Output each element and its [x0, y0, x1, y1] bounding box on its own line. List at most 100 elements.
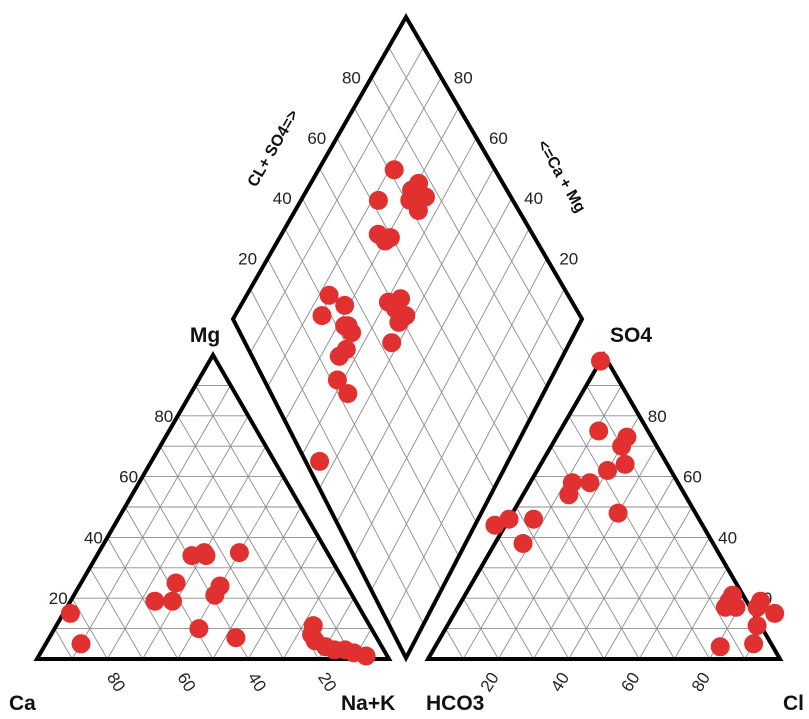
- anion-grid-line: [674, 567, 728, 660]
- cation-grid-line: [71, 385, 231, 660]
- anion-grid-line: [462, 597, 499, 660]
- cation-grid-line: [177, 415, 319, 660]
- cation-grid-line: [89, 567, 143, 660]
- anion-grid-line: [568, 415, 710, 660]
- diamond-frame: [230, 13, 585, 663]
- diamond-left-tick-label: 20: [238, 250, 257, 269]
- diamond-right-tick-label: 80: [454, 68, 473, 87]
- cation-sample-point: [229, 543, 249, 563]
- anion-sample-point: [589, 421, 609, 441]
- anion-so4-tick-label: 40: [718, 528, 737, 547]
- diamond-left-tick-label: 40: [273, 189, 292, 208]
- diamond-sample-point: [335, 295, 355, 315]
- anion-sample-point: [598, 461, 617, 480]
- cation-ca-tick-label: 40: [244, 669, 270, 695]
- anion-grid-line: [445, 628, 464, 660]
- diamond-grid-line: [319, 167, 495, 489]
- cation-sample-point: [145, 591, 165, 611]
- diamond-grid: [249, 46, 565, 625]
- diamond-sample-point: [368, 190, 388, 210]
- cation-grid-line: [54, 628, 73, 660]
- cation-sample-point: [205, 585, 225, 605]
- diamond-sample-point: [319, 285, 339, 305]
- cation-triangle-frame: [33, 351, 393, 661]
- diamond-grid-line: [353, 107, 530, 421]
- diamond-grid-line: [284, 107, 460, 421]
- diamond-sample-point: [375, 231, 395, 251]
- cation-grid-line: [195, 385, 355, 660]
- anion-sample-point: [747, 597, 767, 617]
- cation-grid-line: [159, 445, 284, 660]
- cation-apex-label-mg: Mg: [190, 324, 220, 347]
- diamond-sample-point: [312, 306, 332, 326]
- cation-grid-line: [142, 476, 249, 660]
- diamond-sample-point: [338, 384, 358, 404]
- diamond-left-axis-label: CL+ SO4=>: [245, 107, 303, 190]
- anion-corner-label-cl: Cl: [783, 692, 804, 715]
- anion-corner-label-hco3: HCO3: [426, 692, 484, 715]
- anion-sample-point: [485, 515, 505, 535]
- anion-grid-line: [498, 537, 570, 660]
- sample-points: [60, 160, 785, 666]
- anion-sample-point: [608, 503, 628, 523]
- diamond-grid-line: [249, 46, 424, 354]
- anion-sample-point: [747, 616, 767, 636]
- anion-sample-point: [710, 637, 730, 657]
- anion-cl-tick-label: 60: [617, 669, 643, 695]
- cation-sample-point: [60, 603, 80, 623]
- cation-ca-tick-label: 60: [173, 669, 199, 695]
- anion-cl-tick-label: 80: [688, 669, 714, 695]
- cation-mg-tick-label: 80: [154, 407, 173, 426]
- cation-sample-point: [71, 634, 91, 654]
- anion-sample-point: [612, 436, 632, 456]
- anion-sample-point: [744, 634, 764, 654]
- cation-mg-tick-label: 20: [49, 589, 68, 608]
- cation-grid-line: [107, 537, 179, 660]
- cation-sample-point: [356, 646, 376, 666]
- cation-ca-tick-label: 80: [103, 669, 129, 695]
- anion-so4-tick-label: 80: [648, 407, 667, 426]
- diamond-grid-line: [371, 77, 548, 388]
- anion-sample-point: [559, 485, 579, 505]
- anion-cl-tick-label: 40: [547, 669, 573, 695]
- anion-apex-label-so4: SO4: [610, 324, 652, 347]
- diamond-grid-line: [267, 77, 442, 388]
- cation-ca-tick-label: 20: [314, 669, 340, 695]
- diamond-sample-point: [396, 306, 416, 326]
- cation-corner-label-ca: Ca: [9, 692, 36, 715]
- anion-sample-point: [591, 351, 610, 371]
- cation-sample-point: [189, 619, 209, 639]
- diamond-sample-point: [378, 292, 398, 312]
- diamond-left-tick-label: 80: [342, 68, 361, 87]
- anion-grid-line: [533, 445, 658, 660]
- diamond-sample-point: [384, 160, 404, 180]
- diamond-sample-point: [310, 451, 330, 471]
- diamond-right-tick-label: 20: [559, 250, 578, 269]
- anion-so4-tick-label: 60: [683, 468, 702, 487]
- anion-triangle-frame: [424, 351, 784, 661]
- cation-mg-tick-label: 60: [119, 468, 138, 487]
- anion-grid-line: [603, 506, 693, 660]
- diamond-grid-line: [336, 137, 512, 455]
- anion-sample-point: [580, 473, 600, 493]
- cation-grid-line: [283, 567, 337, 660]
- cation-corner-label-na-k: Na+K: [341, 692, 395, 715]
- cation-sample-point: [163, 591, 182, 611]
- anion-sample-point: [524, 509, 544, 529]
- diamond-sample-point: [327, 370, 347, 390]
- anion-sample-point: [513, 534, 533, 553]
- cation-sample-point: [226, 628, 246, 648]
- anion-grid-line: [533, 476, 640, 660]
- anion-sample-point: [765, 603, 785, 623]
- cation-mg-tick-label: 40: [84, 528, 103, 547]
- cation-sample-point: [196, 546, 216, 566]
- diamond-grid-line: [388, 46, 565, 354]
- cation-triangle-grid: [54, 384, 372, 660]
- diamond-right-tick-label: 60: [489, 129, 508, 148]
- anion-sample-point: [615, 454, 635, 474]
- diamond-sample-point: [382, 333, 402, 353]
- diamond-right-tick-label: 40: [524, 189, 543, 208]
- diamond-sample-point: [416, 187, 435, 207]
- diamond-sample-point: [329, 346, 349, 366]
